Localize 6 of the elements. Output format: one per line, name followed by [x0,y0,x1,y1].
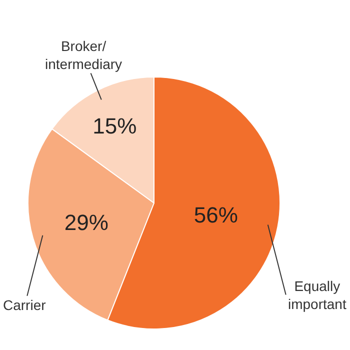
slice-label: Broker/ intermediary [45,38,122,72]
slice-label: Equally important [288,278,346,312]
slice-label: Carrier [3,297,46,313]
data-label: 29% [64,210,108,236]
data-label: 15% [92,113,137,138]
data-label: 56% [194,202,238,228]
